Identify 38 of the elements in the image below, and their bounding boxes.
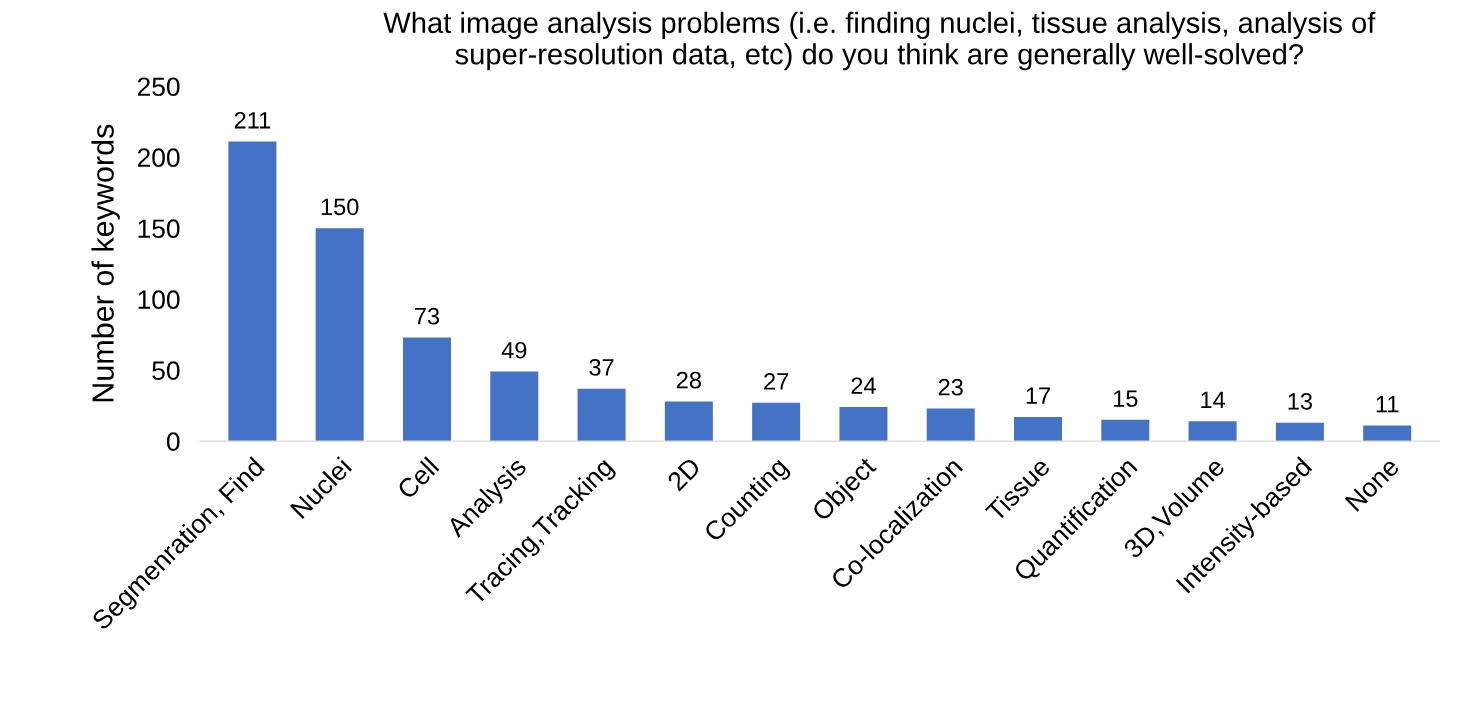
bar [752, 402, 801, 442]
bar [490, 371, 539, 442]
data-label: 14 [1201, 391, 1226, 409]
bar [228, 141, 277, 442]
bar [1101, 419, 1150, 442]
bar [1188, 421, 1237, 442]
data-label: 23 [938, 378, 963, 396]
data-label: 17 [1026, 387, 1050, 404]
y-tick-label: 150 [138, 219, 180, 239]
bar [1275, 422, 1324, 442]
chart-title: What image analysis problems (i.e. finding nuclei, tissue analysis, analysis of super-resolution data, etc) do you think are generally well-solved? [383, 11, 1376, 71]
data-label: 49 [501, 341, 527, 359]
bar [577, 388, 626, 442]
y-tick-label: 0 [166, 432, 180, 451]
bar [664, 401, 713, 442]
data-label: 27 [764, 373, 789, 390]
data-label: 28 [676, 371, 701, 389]
bar [1014, 417, 1063, 442]
bar [839, 407, 888, 442]
data-label: 15 [1113, 390, 1138, 407]
data-label: 24 [851, 377, 876, 394]
bar [1363, 425, 1412, 442]
bar [402, 337, 451, 442]
bar [315, 228, 364, 442]
x-tick-label: Cell [395, 456, 440, 500]
y-tick-label: 50 [152, 361, 180, 381]
data-label: 11 [1376, 396, 1399, 413]
y-tick-label: 100 [138, 290, 180, 310]
data-label: 211 [234, 111, 271, 129]
data-label: 37 [589, 358, 614, 376]
bar [926, 408, 975, 442]
data-label: 13 [1288, 392, 1312, 410]
y-tick-label: 200 [137, 148, 180, 168]
x-tick-label: 2D [666, 456, 702, 492]
data-label: 150 [321, 198, 359, 216]
y-axis-title: Number of keywords [91, 124, 120, 402]
data-label: 73 [415, 307, 440, 325]
y-tick-label: 250 [137, 77, 180, 97]
